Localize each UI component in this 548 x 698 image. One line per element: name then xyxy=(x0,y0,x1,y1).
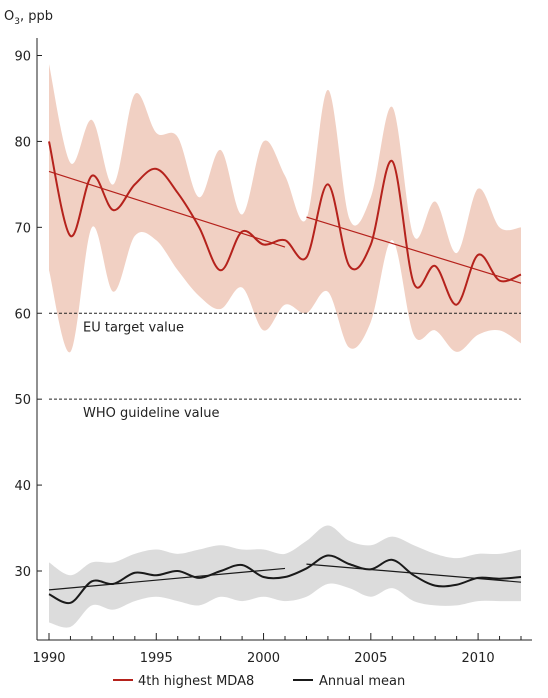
confidence-bands xyxy=(49,64,521,628)
y-tick-label: 90 xyxy=(14,50,31,65)
y-axis-unit-label: O3, ppb xyxy=(4,9,53,27)
reference-lines: EU target value WHO guideline value xyxy=(49,312,521,421)
series-0-line xyxy=(48,141,522,306)
reference-label-0: EU target value xyxy=(83,320,184,335)
y-tick-label: 30 xyxy=(14,565,31,580)
legend: 4th highest MDA8 Annual mean xyxy=(113,674,405,689)
y-tick-label: 50 xyxy=(14,393,31,408)
series-lines xyxy=(48,141,522,605)
series-0-band xyxy=(49,64,521,353)
y-tick-label: 80 xyxy=(14,135,31,150)
y-tick-label: 70 xyxy=(14,221,31,236)
x-tick-label: 1995 xyxy=(140,651,173,666)
x-tick-label: 2005 xyxy=(354,651,387,666)
y-tick-label: 60 xyxy=(14,307,31,322)
legend-label-1: Annual mean xyxy=(319,674,405,689)
series-1-trend-1 xyxy=(306,563,522,583)
x-tick-label: 1990 xyxy=(32,651,65,666)
series-0-trend-1 xyxy=(306,216,522,284)
x-tick-label: 2000 xyxy=(247,651,280,666)
x-tick-label: 2010 xyxy=(462,651,495,666)
series-1-trend-0 xyxy=(48,567,286,591)
reference-label-1: WHO guideline value xyxy=(83,406,219,421)
x-ticks: 1990 1995 2000 2005 2010 xyxy=(32,633,522,666)
series-1-line xyxy=(48,554,522,605)
y-ticks: 30 40 50 60 70 80 90 xyxy=(14,50,42,580)
legend-label-0: 4th highest MDA8 xyxy=(138,674,254,689)
y-tick-label: 40 xyxy=(14,479,31,494)
